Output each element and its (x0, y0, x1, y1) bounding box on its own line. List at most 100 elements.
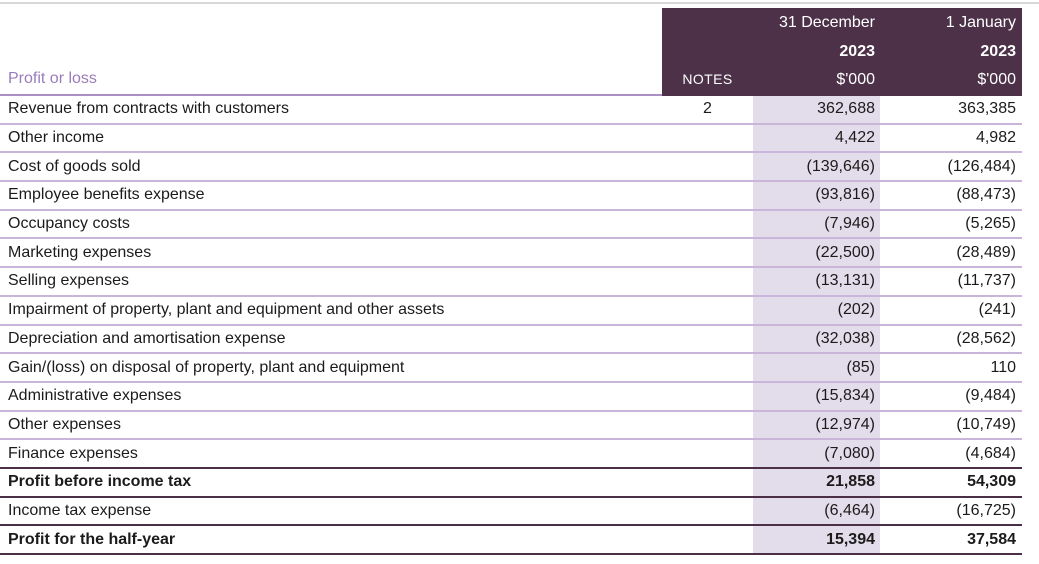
header-dark-block: 31 December 1 January 2023 2023 NOTES $'… (662, 8, 1022, 96)
row-note (662, 297, 753, 324)
table-row: Gain/(loss) on disposal of property, pla… (0, 354, 1022, 383)
row-label: Administrative expenses (8, 387, 182, 405)
row-value-1-january-2023: (28,489) (956, 243, 1016, 261)
row-note (662, 440, 753, 467)
table-row: Other income 4,422 4,982 (0, 124, 1022, 154)
row-note (662, 268, 753, 295)
row-label: Other income (8, 129, 105, 147)
header-spacer (662, 44, 753, 60)
row-note (662, 211, 753, 238)
row-note (662, 125, 753, 152)
header-left-cell: Profit or loss (0, 8, 662, 96)
row-note (662, 326, 753, 353)
row-label: Income tax expense (8, 501, 152, 519)
row-label: Finance expenses (8, 444, 138, 462)
row-value-1-january-2023: 363,385 (958, 100, 1016, 118)
header-unit-line: NOTES $'000 $'000 (662, 72, 1022, 88)
row-label: Profit for the half-year (8, 530, 176, 548)
row-label: Depreciation and amortisation expense (8, 329, 286, 347)
row-note (662, 383, 753, 410)
row-label: Impairment of property, plant and equipm… (8, 301, 445, 319)
row-note (662, 153, 753, 180)
row-note (662, 469, 753, 496)
row-label: Cost of goods sold (8, 157, 141, 175)
row-note: 2 (703, 100, 712, 118)
row-label: Gain/(loss) on disposal of property, pla… (8, 358, 405, 376)
table-row: Depreciation and amortisation expense (3… (0, 325, 1022, 355)
row-label: Marketing expenses (8, 243, 152, 261)
profit-or-loss-table: Profit or loss 31 December 1 January 202… (0, 8, 1022, 555)
table-row: Finance expenses (7,080) (4,684) (0, 440, 1022, 469)
row-value-31-december-2023: (202) (753, 296, 880, 324)
row-value-1-january-2023: 4,982 (975, 129, 1016, 147)
table-row: Employee benefits expense (93,816) (88,4… (0, 182, 1022, 211)
row-value-31-december-2023: (85) (753, 354, 880, 381)
row-label: Occupancy costs (8, 215, 130, 233)
row-value-31-december-2023: (12,974) (753, 411, 880, 439)
row-value-31-december-2023: (15,834) (753, 382, 880, 410)
row-label: Employee benefits expense (8, 186, 205, 204)
table-row: Marketing expenses (22,500) (28,489) (0, 239, 1022, 269)
row-note (662, 182, 753, 209)
row-value-1-january-2023: (28,562) (956, 329, 1016, 347)
row-value-1-january-2023: (241) (978, 301, 1016, 319)
row-value-1-january-2023: (11,737) (957, 272, 1016, 290)
table-row: Occupancy costs (7,946) (5,265) (0, 210, 1022, 240)
row-value-31-december-2023: (139,646) (753, 153, 880, 181)
column-unit-dec: $'000 (836, 71, 875, 88)
table-row: Cost of goods sold (139,646) (126,484) (0, 153, 1022, 183)
table-row: Impairment of property, plant and equipm… (0, 296, 1022, 326)
row-label: Selling expenses (8, 272, 129, 290)
row-value-31-december-2023: (22,500) (753, 239, 880, 267)
row-value-1-january-2023: (9,484) (965, 387, 1016, 405)
row-value-31-december-2023: (93,816) (753, 182, 880, 209)
row-value-1-january-2023: (126,484) (947, 157, 1017, 175)
row-value-31-december-2023: (13,131) (753, 268, 880, 295)
column-year-dec: 2023 (839, 42, 875, 60)
header-spacer (662, 15, 753, 31)
row-note (662, 526, 753, 553)
table-row: Profit before income tax 21,858 54,309 (0, 468, 1022, 498)
row-label: Profit before income tax (8, 473, 192, 491)
row-value-31-december-2023: (6,464) (753, 497, 880, 525)
notes-column-header: NOTES (682, 71, 733, 87)
section-label: Profit or loss (8, 70, 97, 87)
column-header-1-january: 1 January (945, 14, 1016, 31)
table-body: Revenue from contracts with customers 2 … (0, 96, 1022, 555)
table-row: Income tax expense (6,464) (16,725) (0, 497, 1022, 527)
row-value-31-december-2023: (7,946) (753, 210, 880, 238)
table-row: Revenue from contracts with customers 2 … (0, 96, 1022, 125)
row-value-1-january-2023: 37,584 (967, 530, 1016, 548)
column-year-jan: 2023 (980, 42, 1016, 60)
table-row: Administrative expenses (15,834) (9,484) (0, 382, 1022, 412)
table-row: Profit for the half-year 15,394 37,584 (0, 526, 1022, 555)
row-label: Revenue from contracts with customers (8, 100, 289, 118)
table-row: Selling expenses (13,131) (11,737) (0, 268, 1022, 297)
row-value-31-december-2023: (7,080) (753, 440, 880, 467)
row-value-1-january-2023: (4,684) (965, 444, 1016, 462)
row-value-1-january-2023: (5,265) (965, 215, 1016, 233)
row-value-31-december-2023: (32,038) (753, 325, 880, 353)
row-note (662, 354, 753, 381)
row-value-31-december-2023: 21,858 (753, 468, 880, 496)
table-header: Profit or loss 31 December 1 January 202… (0, 8, 1022, 96)
row-value-31-december-2023: 4,422 (753, 124, 880, 152)
row-label: Other expenses (8, 415, 121, 433)
row-value-31-december-2023: 15,394 (753, 526, 880, 553)
table-row: Other expenses (12,974) (10,749) (0, 411, 1022, 441)
header-date-line: 31 December 1 January (662, 15, 1022, 31)
row-value-1-january-2023: 110 (990, 358, 1016, 376)
header-year-line: 2023 2023 (662, 42, 1022, 60)
column-header-31-december: 31 December (778, 14, 875, 31)
row-value-31-december-2023: 362,688 (753, 96, 880, 123)
row-value-1-january-2023: (10,749) (956, 415, 1016, 433)
top-divider-rule (0, 2, 1039, 4)
column-unit-jan: $'000 (977, 71, 1016, 88)
row-value-1-january-2023: (16,725) (956, 501, 1016, 519)
row-note (662, 412, 753, 439)
row-note (662, 239, 753, 266)
row-value-1-january-2023: 54,309 (967, 473, 1016, 491)
row-value-1-january-2023: (88,473) (956, 186, 1016, 204)
row-note (662, 498, 753, 525)
